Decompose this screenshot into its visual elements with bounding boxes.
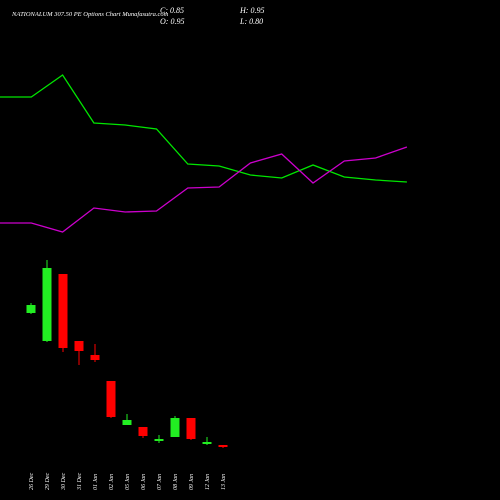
x-tick-label: 02 Jan — [109, 474, 115, 490]
candle-body — [138, 427, 148, 436]
x-tick-label: 30 Dec — [61, 473, 67, 491]
candle-body — [74, 341, 84, 351]
chart-title: NATIONALUM 307.50 PE Options Chart Munaf… — [11, 11, 169, 18]
x-tick-label: 06 Jan — [141, 474, 147, 490]
x-tick-label: 26 Dec — [29, 473, 35, 490]
ohlc-label: O: 0.95 — [160, 17, 184, 26]
candle-body — [154, 439, 164, 441]
line-series — [0, 74, 407, 183]
x-tick-label: 07 Jan — [157, 474, 163, 490]
x-tick-label: 13 Jan — [221, 474, 227, 490]
ohlc-label: H: 0.95 — [239, 6, 264, 15]
x-tick-label: 09 Jan — [189, 474, 195, 490]
x-tick-label: 12 Jan — [205, 474, 211, 490]
ohlc-label: C: 0.85 — [160, 6, 184, 15]
candle-body — [42, 268, 52, 341]
line-series — [0, 146, 408, 233]
candle-body — [202, 442, 212, 444]
candle-body — [26, 305, 36, 313]
candle-body — [186, 418, 196, 439]
x-tick-label: 08 Jan — [173, 474, 179, 490]
candle-body — [170, 418, 180, 437]
x-tick-label: 05 Jan — [125, 474, 131, 490]
candle-body — [90, 355, 100, 360]
candle-body — [106, 381, 116, 417]
ohlc-label: L: 0.80 — [239, 17, 263, 26]
x-tick-label: 29 Dec — [45, 473, 51, 490]
candle-body — [218, 445, 228, 447]
x-tick-label: 01 Jan — [93, 474, 99, 490]
x-tick-label: 31 Dec — [77, 473, 83, 491]
candle-body — [58, 274, 68, 348]
candle-body — [122, 420, 132, 425]
